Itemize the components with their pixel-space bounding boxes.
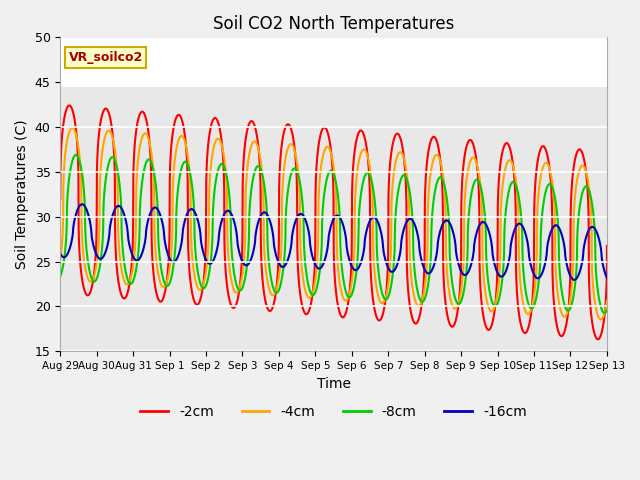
-4cm [412, 300, 420, 305]
X-axis label: Time: Time [317, 377, 351, 391]
-8cm [266, 263, 273, 269]
Line: -4cm: -4cm [60, 128, 607, 320]
Line: -2cm: -2cm [60, 106, 607, 339]
-8cm [156, 254, 164, 260]
-16cm [570, 277, 578, 283]
-2cm [594, 336, 602, 342]
-16cm [506, 252, 514, 258]
-16cm [603, 275, 611, 281]
-8cm [56, 274, 64, 279]
Legend: -2cm, -4cm, -8cm, -16cm: -2cm, -4cm, -8cm, -16cm [134, 399, 532, 424]
Y-axis label: Soil Temperatures (C): Soil Temperatures (C) [15, 120, 29, 269]
-16cm [412, 225, 420, 231]
-8cm [385, 294, 392, 300]
Text: VR_soilco2: VR_soilco2 [68, 51, 143, 64]
Bar [60, 37, 607, 87]
-2cm [603, 243, 611, 249]
-8cm [603, 307, 611, 313]
Title: Soil CO2 North Temperatures: Soil CO2 North Temperatures [213, 15, 454, 33]
-4cm [156, 277, 164, 283]
-16cm [266, 216, 273, 222]
-8cm [72, 152, 80, 158]
-2cm [506, 145, 514, 151]
-8cm [506, 184, 514, 190]
Line: -16cm: -16cm [60, 204, 607, 280]
-4cm [465, 166, 472, 172]
-4cm [68, 125, 76, 131]
-16cm [156, 211, 164, 216]
-2cm [412, 321, 420, 326]
-2cm [385, 243, 392, 249]
-4cm [56, 257, 64, 263]
-2cm [156, 299, 164, 304]
-4cm [266, 287, 273, 292]
-4cm [603, 298, 611, 303]
-16cm [465, 269, 472, 275]
-2cm [56, 196, 64, 202]
-16cm [56, 251, 64, 256]
-8cm [412, 279, 420, 285]
-2cm [266, 308, 273, 314]
-2cm [65, 103, 73, 108]
-8cm [600, 310, 608, 316]
-16cm [78, 202, 86, 207]
-2cm [465, 139, 472, 144]
-8cm [465, 219, 472, 225]
-4cm [385, 282, 392, 288]
-4cm [506, 157, 514, 163]
-4cm [597, 317, 605, 323]
Line: -8cm: -8cm [60, 155, 607, 313]
-16cm [385, 265, 392, 271]
